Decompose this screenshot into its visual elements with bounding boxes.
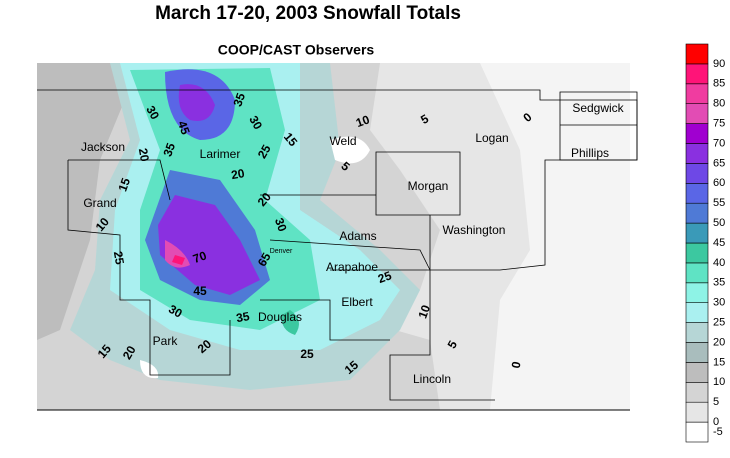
legend-label: 75 (713, 118, 725, 130)
county-label: Jackson (81, 140, 125, 154)
legend-swatch (685, 302, 709, 323)
contour-label: 35 (160, 141, 178, 159)
legend-label: 70 (713, 137, 725, 149)
legend-label: -5 (713, 426, 723, 438)
contour-label: 0 (509, 360, 524, 369)
legend-label: 55 (713, 197, 725, 209)
legend-swatch (685, 242, 709, 264)
county-label: Douglas (258, 310, 302, 324)
legend-swatch (685, 262, 709, 284)
contour-label: 30 (166, 302, 185, 321)
contour-label: 30 (246, 113, 265, 132)
contour-label: 30 (272, 216, 290, 234)
contour-label: 20 (230, 166, 246, 182)
legend-swatch (685, 381, 709, 403)
county-label: Washington (443, 223, 506, 237)
legend-swatch (685, 282, 709, 303)
legend-swatch (685, 322, 709, 343)
contour-label: 25 (300, 347, 314, 361)
county-label: Larimer (200, 147, 241, 161)
contour-label: 20 (136, 147, 152, 163)
legend-label: 30 (713, 297, 725, 309)
legend-label: 0 (713, 416, 719, 428)
legend-swatch (685, 222, 709, 244)
contour-label: 20 (120, 343, 139, 362)
contour-label: 15 (115, 176, 133, 194)
legend-swatch (685, 342, 709, 363)
legend-swatch (685, 103, 709, 124)
legend-label: 50 (713, 217, 725, 229)
county-label: Weld (329, 134, 356, 148)
legend-label: 10 (713, 376, 725, 388)
legend-swatch (685, 421, 709, 443)
legend-label: 85 (713, 78, 725, 90)
contour-label: 30 (143, 103, 162, 122)
legend-swatch (685, 63, 709, 85)
contour-map (37, 63, 638, 411)
legend-label: 25 (713, 317, 725, 329)
legend-label: 20 (713, 336, 725, 348)
contour-label: 35 (235, 309, 251, 325)
county-label: Logan (475, 131, 508, 145)
contour-label: 25 (376, 268, 394, 286)
legend-label: 60 (713, 177, 725, 189)
county-label: Adams (339, 229, 376, 243)
legend-swatch (685, 123, 709, 144)
county-label: Park (153, 334, 179, 348)
legend-label: 65 (713, 157, 725, 169)
legend-label: 80 (713, 98, 725, 110)
county-label: Grand (83, 196, 116, 210)
legend-label: 40 (713, 257, 725, 269)
legend-swatch (685, 43, 709, 65)
legend-swatch (685, 83, 709, 105)
legend-label: 35 (713, 277, 725, 289)
contour-label: 25 (111, 250, 127, 266)
county-label: Sedgwick (572, 101, 624, 115)
contour-label: 45 (193, 284, 207, 298)
contour-label: 35 (230, 91, 248, 109)
county-label: Morgan (408, 179, 449, 193)
subtitle: COOP/CAST Observers (218, 42, 375, 58)
contour-label: 25 (255, 142, 274, 161)
county-label: Arapahoe (326, 260, 378, 274)
contour-label: 70 (191, 248, 209, 266)
legend-label: 5 (713, 396, 719, 408)
legend-swatch (685, 362, 709, 383)
county-label: Lincoln (413, 372, 451, 386)
title: March 17-20, 2003 Snowfall Totals (155, 3, 461, 24)
county-label: Denver (270, 248, 293, 255)
contour-label: 65 (255, 250, 274, 269)
legend-label: 15 (713, 356, 725, 368)
legend-swatch (685, 143, 709, 164)
legend-swatch (685, 202, 709, 224)
contour-label: 45 (175, 119, 193, 137)
contour-label: 10 (415, 303, 433, 321)
legend-label: 45 (713, 237, 725, 249)
legend-swatch (685, 183, 709, 204)
legend-swatch (685, 401, 709, 423)
contour-label: 10 (354, 112, 372, 130)
county-label: Elbert (341, 295, 373, 309)
county-label: Phillips (571, 146, 609, 160)
legend-swatch (685, 163, 709, 184)
legend-label: 90 (713, 58, 725, 70)
